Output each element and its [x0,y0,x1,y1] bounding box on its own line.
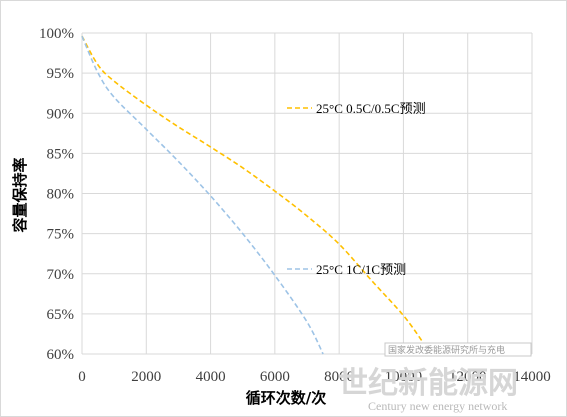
x-tick-label: 8000 [324,369,354,385]
series-line-0 [81,35,424,343]
y-tick-label: 80% [47,187,75,203]
legend-label-0p5c: 25°C 0.5C/0.5C预测 [316,101,426,116]
series-line-1 [81,35,324,355]
y-axis-title: 容量保持率 [11,157,29,233]
x-axis-title: 循环次数/次 [246,389,326,407]
x-axis-ticks: 0 2000 4000 6000 8000 10000 12000 14000 [78,369,551,385]
y-tick-label: 70% [47,267,75,283]
watermark-box [384,342,532,357]
x-tick-label: 12000 [449,369,487,385]
x-tick-label: 10000 [385,369,423,385]
x-tick-label: 2000 [131,369,161,385]
watermark-line1: 国家发改委能源研究所与充电 [388,344,505,356]
y-axis-ticks: 100% 95% 90% 85% 80% 75% 70% 65% 60% [39,26,74,363]
y-tick-label: 95% [47,66,75,82]
legend-label-1c: 25°C 1C/1C预测 [316,262,406,277]
watermark-line2: 世纪新能源网 [338,366,518,401]
x-tick-label: 14000 [513,369,551,385]
x-tick-label: 4000 [196,369,226,385]
x-tick-label: 0 [78,369,86,385]
y-tick-label: 65% [47,307,75,323]
legend: 25°C 0.5C/0.5C预测 25°C 1C/1C预测 [287,101,426,277]
x-tick-label: 6000 [260,369,290,385]
watermark: 国家发改委能源研究所与充电 世纪新能源网 Century new energy … [338,342,532,413]
y-tick-label: 90% [47,106,75,122]
grid [81,32,533,355]
y-tick-label: 75% [47,227,75,243]
y-tick-label: 85% [47,146,75,162]
watermark-line3: Century new energy network [368,399,507,413]
y-tick-label: 60% [47,347,75,363]
series-layer [81,35,424,355]
y-tick-label: 100% [39,26,74,42]
